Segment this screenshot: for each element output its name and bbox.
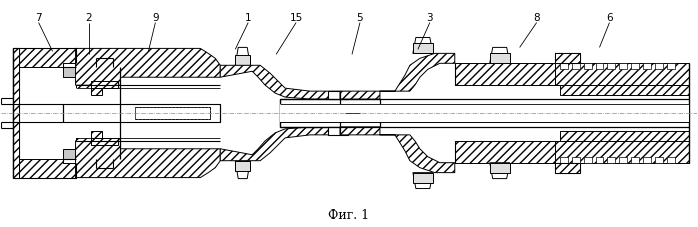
Text: Фиг. 1: Фиг. 1 [329,208,369,222]
Polygon shape [644,157,651,163]
Polygon shape [595,157,604,163]
Polygon shape [572,64,579,70]
Polygon shape [96,159,114,168]
Polygon shape [235,161,250,179]
Polygon shape [340,127,455,173]
Polygon shape [490,54,510,64]
Polygon shape [667,64,676,70]
Polygon shape [560,131,690,141]
Polygon shape [607,64,616,70]
Polygon shape [63,105,221,122]
Polygon shape [91,82,119,89]
Polygon shape [619,157,628,163]
Polygon shape [455,141,560,163]
Polygon shape [413,173,433,189]
Polygon shape [490,48,510,64]
Text: 15: 15 [290,12,303,22]
Polygon shape [280,100,380,127]
Polygon shape [619,64,628,70]
Polygon shape [490,163,510,173]
Polygon shape [655,157,663,163]
Polygon shape [340,54,455,100]
Polygon shape [555,163,579,173]
Polygon shape [221,127,340,161]
Polygon shape [135,108,210,119]
Polygon shape [455,64,560,86]
Polygon shape [655,64,663,70]
Polygon shape [572,157,579,163]
Polygon shape [607,157,616,163]
Polygon shape [490,163,510,179]
Polygon shape [82,149,121,159]
Polygon shape [82,68,121,78]
Polygon shape [235,161,250,171]
Polygon shape [632,64,639,70]
Polygon shape [555,54,579,64]
Polygon shape [644,64,651,70]
Polygon shape [91,89,103,96]
Polygon shape [555,163,579,173]
Polygon shape [560,86,690,96]
Polygon shape [75,86,121,99]
Polygon shape [13,159,75,178]
Polygon shape [667,157,676,163]
Polygon shape [584,64,591,70]
Polygon shape [235,48,250,66]
Polygon shape [413,38,433,54]
Text: 9: 9 [152,12,158,22]
Text: 7: 7 [36,12,42,22]
Polygon shape [560,157,567,163]
Polygon shape [555,64,690,86]
Polygon shape [13,49,19,178]
Polygon shape [91,131,103,138]
Polygon shape [555,141,690,163]
Polygon shape [75,128,121,141]
Polygon shape [63,68,82,78]
Text: 5: 5 [357,12,363,22]
Text: 6: 6 [606,12,613,22]
Polygon shape [13,49,19,178]
Polygon shape [13,49,75,68]
Polygon shape [75,49,221,86]
Polygon shape [75,141,221,178]
Polygon shape [96,59,114,68]
Polygon shape [328,127,348,135]
Polygon shape [91,138,119,145]
Polygon shape [221,66,340,100]
Polygon shape [63,149,82,159]
Polygon shape [75,86,221,141]
Polygon shape [555,54,579,64]
Polygon shape [595,64,604,70]
Polygon shape [632,157,639,163]
Polygon shape [413,173,433,183]
Text: 1: 1 [245,12,251,22]
Text: 3: 3 [426,12,433,22]
Polygon shape [280,105,690,122]
Polygon shape [584,157,591,163]
Polygon shape [413,44,433,54]
Text: 8: 8 [533,12,540,22]
Polygon shape [75,89,221,138]
Polygon shape [235,56,250,66]
Text: 2: 2 [85,12,92,22]
Polygon shape [328,92,348,100]
Polygon shape [560,64,567,70]
